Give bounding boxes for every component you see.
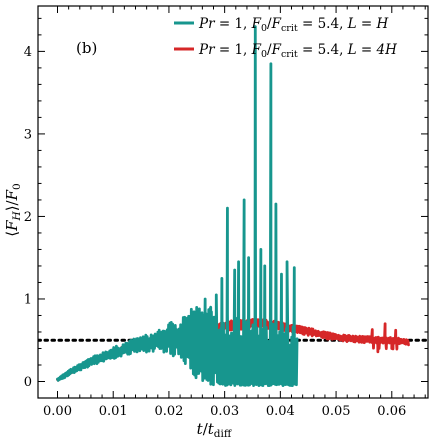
x-label-sub: diff [214,428,233,440]
legend-f0-sub: 0 [261,49,267,60]
y-tick-label: 4 [24,45,32,60]
legend-eq1: = 1, [215,16,252,32]
legend-eq2: = 5.4, [298,16,348,32]
x-tick-label: 0.02 [154,404,183,419]
y-tick-label: 0 [24,375,32,390]
legend-fcrit-sub: crit [281,49,298,60]
x-label-t: t [197,420,204,438]
legend-slash: / [267,16,272,32]
y-label-f: F [3,220,21,232]
y-label-open: ⟨ [3,231,21,237]
legend-l: L [347,42,357,58]
x-label-slash: / [203,420,209,438]
data-layer [38,25,428,388]
y-label-slash: / [3,199,21,205]
y-tick-label: 1 [24,292,32,307]
legend-f0-sub: 0 [261,23,267,34]
x-tick-label: 0.01 [99,404,128,419]
legend-fcrit: F [271,16,282,32]
x-tick-label: 0.04 [266,404,295,419]
y-label-sub-h: H [11,210,23,221]
y-axis-label: ⟨FH⟩/F0 [3,183,23,236]
y-tick-label: 2 [24,210,32,225]
tick-layer: 0.00 0.01 0.02 0.03 0.04 0.05 0.06 0 1 2 3 4 [24,6,428,419]
y-label-sub-0: 0 [11,183,23,190]
legend-lval: H [376,16,389,32]
legend-lval: 4H [376,42,398,58]
x-tick-label: 0.00 [43,404,72,419]
legend-pr: Pr [198,42,216,58]
legend: Pr = 1, F0/Fcrit = 5.4, L = H Pr = 1, F0… [174,16,397,60]
legend-f0: F [251,16,262,32]
panel-label: (b) [76,39,97,57]
legend-eq1: = 1, [215,42,252,58]
legend-eq3: = [357,16,377,32]
legend-eq3: = [357,42,377,58]
x-tick-label: 0.06 [377,404,406,419]
x-tick-label: 0.03 [210,404,239,419]
legend-fcrit: F [271,42,282,58]
legend-fcrit-sub: crit [281,23,298,34]
legend-eq2: = 5.4, [298,42,348,58]
legend-entry-h: Pr = 1, F0/Fcrit = 5.4, L = H [198,16,389,34]
legend-entry-4h: Pr = 1, F0/Fcrit = 5.4, L = 4H [198,42,397,60]
legend-l: L [347,16,357,32]
x-tick-label: 0.05 [322,404,351,419]
series-line-h [56,25,299,388]
plot-frame [37,5,429,399]
y-label-close: ⟩ [3,205,21,211]
legend-pr: Pr [198,16,216,32]
x-label-t2: t [208,420,215,438]
y-label-f0: F [3,189,21,201]
x-axis-label: t/tdiff [197,420,233,440]
y-tick-label: 3 [24,127,32,142]
legend-slash: / [267,42,272,58]
legend-f0: F [251,42,262,58]
